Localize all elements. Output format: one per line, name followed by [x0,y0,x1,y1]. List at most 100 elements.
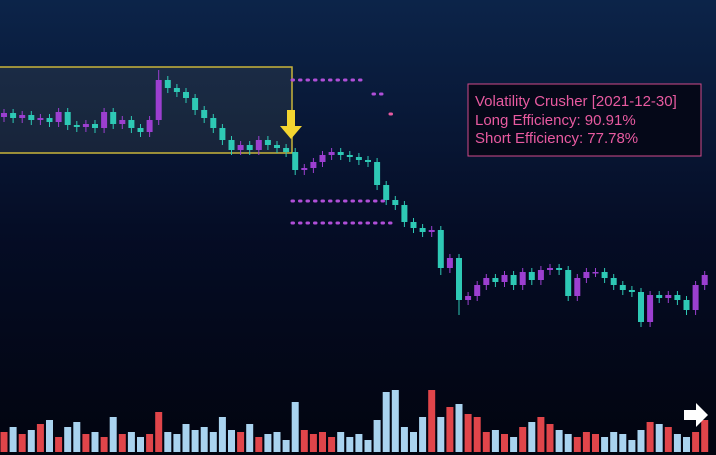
volume-bar [701,420,709,452]
volume-bar [555,430,563,452]
volume-bar [637,430,645,452]
candle-body [574,278,581,296]
volume-bar [437,417,445,452]
candle-body [119,120,126,124]
volume-bar [673,434,681,452]
candle-body [346,155,353,157]
candle-body [19,115,26,118]
volume-bar [628,440,636,452]
candle-body [192,98,199,110]
candle-body [292,152,299,170]
volume-bar [173,434,181,452]
volume-bar [237,432,245,452]
volume-bar [582,432,590,452]
candle-body [483,278,490,285]
volume-bar [264,434,272,452]
candle-body [665,295,672,298]
volume-bar [355,434,363,452]
candle-body [674,295,681,300]
candle-body [392,200,399,205]
volume-bar [455,404,463,452]
volume-bar [619,434,627,452]
scroll-arrow[interactable] [684,403,708,427]
candle-body [501,275,508,282]
candle-body [10,113,17,118]
volume-bar [282,440,290,452]
candle-body [128,120,135,128]
candle-body [419,228,426,232]
volume-bar [55,437,63,452]
candle-body [264,140,271,145]
volume-bar [191,430,199,452]
candle-body [237,145,244,150]
volume-bar [646,422,654,452]
volume-bar [428,390,436,452]
volume-bar [209,432,217,452]
candle-body [46,118,53,122]
candle-body [401,205,408,222]
volume-bar [546,424,554,452]
volume-bar [482,432,490,452]
volume-bar [664,427,672,452]
volume-bar [655,424,663,452]
candle-body [446,258,453,268]
candle-body [55,112,62,122]
volume-bar [109,417,117,452]
candle-body [246,145,253,150]
candle-body [283,148,290,152]
candle-body [601,272,608,278]
volume-bar [182,424,190,452]
volume-bar [0,432,8,452]
candle-body [365,160,371,162]
signal-arrow [280,110,302,139]
volume-bar [46,420,53,452]
volume-bar [464,414,472,452]
volume-bar [73,422,81,452]
volume-bar [564,434,572,452]
volume-bar [510,437,518,452]
candle-body [137,128,144,132]
candle-body [82,124,89,127]
volume-bar [27,430,35,452]
range-box [0,66,293,154]
candle-body [37,118,44,120]
candle-body [465,296,472,300]
volume-bar [328,437,336,452]
candle-body [610,278,617,285]
candle-body [1,113,7,117]
candle-body [428,230,435,232]
volume-bar [91,432,99,452]
candle-body [456,258,462,300]
volume-bar [573,437,581,452]
volume-bar [164,432,172,452]
volume-bar [309,434,317,452]
volume-bar [683,437,690,452]
volume-bar [592,434,599,452]
candle-body [355,157,362,160]
volume-bar [273,432,281,452]
candle-body [183,92,189,98]
candle-body [110,112,117,124]
candle-body [537,270,544,280]
volume-bar [300,430,308,452]
candle-body [319,155,326,162]
volume-bar [118,434,126,452]
candle-body [328,152,335,155]
candle-body [374,162,381,185]
volume-bar [491,430,499,452]
volume-bar [155,412,163,452]
candle-body [73,125,80,127]
candle-body [638,292,644,322]
volume-bar [601,437,609,452]
annotation-line: Short Efficiency: 77.78% [475,130,638,147]
candle-body [510,275,517,285]
candle-body [628,290,635,292]
volume-bar [18,434,26,452]
candle-body [310,162,317,168]
candle-body [64,112,71,125]
candle-body [228,140,235,150]
candle-body [101,112,108,128]
marks [0,70,709,452]
volume-bar [82,434,90,452]
